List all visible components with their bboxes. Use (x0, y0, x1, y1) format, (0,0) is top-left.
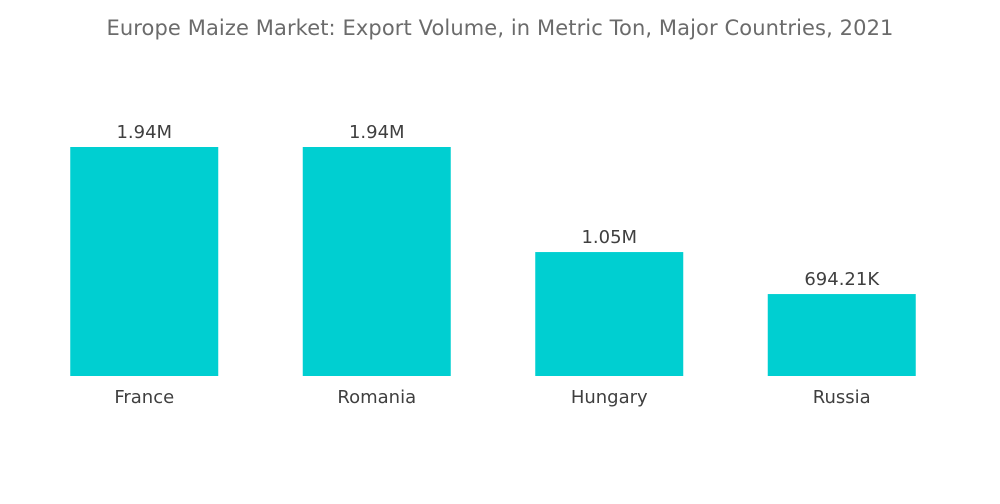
bar-france (70, 147, 219, 376)
x-tick-label-russia: Russia (813, 387, 871, 408)
x-tick-label-romania: Romania (337, 387, 416, 408)
data-label-france: 1.94M (116, 122, 172, 143)
x-tick-label-hungary: Hungary (571, 387, 648, 408)
x-tick-label-france: France (114, 387, 174, 408)
data-label-russia: 694.21K (804, 269, 880, 290)
data-label-hungary: 1.05M (581, 227, 637, 248)
data-label-romania: 1.94M (349, 122, 405, 143)
bar-hungary (535, 252, 684, 376)
bar-romania (302, 147, 451, 376)
chart-title: Europe Maize Market: Export Volume, in M… (106, 16, 894, 40)
bar-russia (767, 294, 916, 376)
